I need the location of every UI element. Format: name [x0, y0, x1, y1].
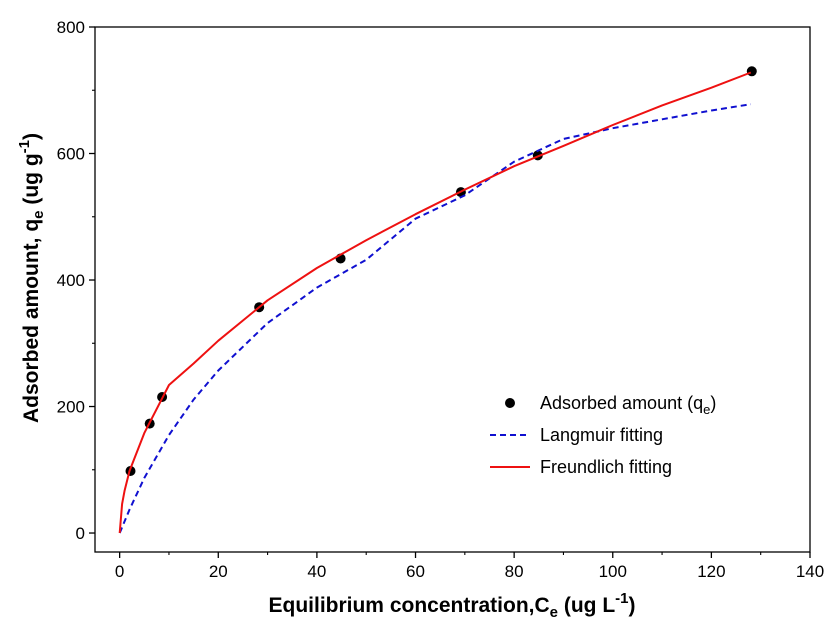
- x-tick-label: 60: [406, 562, 425, 581]
- y-tick-label: 800: [57, 18, 85, 37]
- legend: Adsorbed amount (qe) Langmuir fitting Freu…: [490, 393, 716, 477]
- x-tick-label: 20: [209, 562, 228, 581]
- x-axis-title: Equilibrium concentration,Ce (ug L-1): [268, 590, 635, 621]
- x-tick-label: 140: [796, 562, 824, 581]
- legend-swatch-adsorbed-amount-q: [505, 398, 515, 408]
- series-line-langmuir-fitting: [118, 103, 751, 534]
- y-tick-label: 0: [76, 524, 85, 543]
- series-line-freundlich-fitting: [118, 71, 752, 534]
- data-point: [746, 66, 757, 77]
- x-tick-label: 0: [115, 562, 124, 581]
- x-tick-label: 100: [599, 562, 627, 581]
- axes: 0 20 40 60 80 100 120 140 0 200 400 600 800: [57, 18, 825, 581]
- y-tick-label: 400: [57, 271, 85, 290]
- legend-label-adsorbed-amount-q: Adsorbed amount (qe): [540, 393, 716, 417]
- y-tick-label: 200: [57, 398, 85, 417]
- legend-label-langmuir-fitting: Langmuir fitting: [540, 425, 663, 445]
- plot-frame: [94, 26, 811, 553]
- x-tick-label: 120: [697, 562, 725, 581]
- x-tick-label: 80: [505, 562, 524, 581]
- plot-area: [118, 66, 757, 534]
- y-axis-title: Adsorbed amount, qe (ug g-1): [16, 133, 47, 423]
- y-tick-label: 600: [57, 145, 85, 164]
- x-tick-label: 40: [307, 562, 326, 581]
- legend-label-freundlich-fitting: Freundlich fitting: [540, 457, 672, 477]
